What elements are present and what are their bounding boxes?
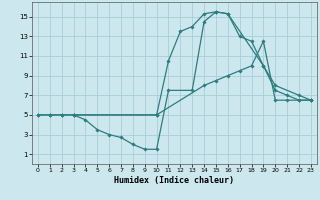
X-axis label: Humidex (Indice chaleur): Humidex (Indice chaleur)	[115, 176, 234, 185]
